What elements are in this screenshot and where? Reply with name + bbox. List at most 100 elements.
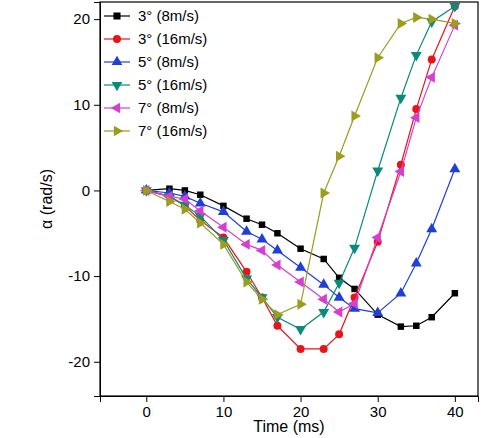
series-marker (351, 110, 360, 121)
series-line (146, 169, 455, 313)
series-marker (321, 188, 330, 199)
series-marker (320, 256, 326, 262)
legend-label: 7° (16m/s) (138, 122, 207, 139)
series-marker (241, 225, 252, 234)
series-marker (294, 277, 303, 288)
series-marker (318, 278, 329, 287)
series-marker (218, 206, 229, 215)
x-tick-mark (455, 396, 456, 402)
legend-entry: 5° (8m/s) (104, 53, 199, 70)
series-line (146, 189, 455, 327)
x-axis-line (101, 397, 479, 403)
legend-entry: 3° (16m/s) (104, 30, 207, 47)
legend-marker (112, 56, 123, 65)
y-tick-mark (94, 190, 100, 191)
series-marker (194, 206, 203, 217)
series-marker (413, 323, 419, 329)
x-tick: 40 (447, 396, 464, 420)
x-tick-label: 30 (370, 403, 387, 420)
legend-marker (114, 126, 123, 137)
series-marker (182, 204, 191, 215)
series-marker (243, 277, 252, 288)
plot-frame (100, 2, 478, 396)
series-marker (274, 309, 283, 320)
y-tick: 10 (73, 96, 100, 113)
y-tick: -10 (68, 267, 100, 284)
series-marker (295, 261, 306, 270)
x-tick-mark (146, 396, 147, 402)
series-marker (333, 307, 342, 318)
series-marker (413, 12, 422, 23)
series-marker (256, 245, 265, 256)
chart: 010203040-20-10010203° (8m/s)3° (16m/s)5… (0, 0, 500, 438)
series-marker (398, 323, 404, 329)
series-marker (220, 239, 229, 250)
series-marker (217, 222, 226, 233)
series-marker (398, 18, 407, 29)
legend-label: 7° (8m/s) (138, 99, 199, 116)
x-tick-label: 0 (143, 403, 151, 420)
x-tick: 20 (293, 396, 310, 420)
legend: 3° (8m/s) 3° (16m/s) 5° (8m/s) 5° (16m/s) 7°… (104, 7, 207, 139)
series-marker (318, 309, 329, 318)
series-marker (195, 197, 206, 206)
series-marker (452, 290, 458, 296)
series-marker (395, 166, 404, 177)
series-marker (395, 95, 406, 104)
legend-entry: 7° (16m/s) (104, 122, 207, 139)
series-marker (240, 239, 249, 250)
x-tick-mark (378, 396, 379, 402)
legend-marker (113, 35, 121, 43)
plot-area: 010203040-20-10010203° (8m/s)3° (16m/s)5… (68, 2, 478, 420)
series-marker (449, 163, 460, 172)
y-tick-mark (94, 362, 100, 363)
series-marker (425, 72, 434, 83)
series-marker (452, 18, 461, 29)
y-tick-label: -10 (68, 267, 90, 284)
y-tick-label: 20 (73, 10, 90, 27)
series-marker (426, 223, 437, 232)
y-tick-mark (94, 105, 100, 106)
y-axis-title: α (rad/s) (38, 169, 55, 229)
x-tick-mark (301, 396, 302, 402)
series-marker (166, 196, 175, 207)
legend-marker (111, 103, 120, 114)
series-marker (274, 230, 280, 236)
series-marker (197, 218, 206, 229)
series-marker (143, 185, 152, 196)
x-tick: 30 (370, 396, 387, 420)
series-marker (411, 52, 422, 61)
x-tick: 10 (216, 396, 233, 420)
series-marker (336, 151, 345, 162)
series-marker (375, 52, 384, 63)
series-marker (317, 294, 326, 305)
legend-marker (113, 12, 120, 19)
series-marker (335, 330, 343, 338)
series-marker (259, 294, 268, 305)
series-marker (297, 299, 306, 310)
series-marker (449, 3, 460, 12)
series-marker (297, 345, 305, 353)
series-marker (257, 233, 268, 242)
x-axis: 0 10 20 30 40 (101, 396, 479, 420)
x-tick-mark (223, 396, 224, 402)
y-axis-line (94, 3, 101, 397)
series-marker (179, 194, 188, 205)
y-tick-label: 10 (73, 96, 90, 113)
series-marker (429, 14, 438, 25)
legend-entry: 5° (16m/s) (104, 76, 207, 93)
legend-label: 3° (8m/s) (138, 7, 199, 24)
legend-label: 5° (8m/s) (138, 53, 199, 70)
series-marker (395, 287, 406, 296)
x-tick: 0 (143, 396, 151, 420)
legend-entry: 3° (8m/s) (104, 7, 199, 24)
x-tick-label: 40 (447, 403, 464, 420)
series-marker (428, 314, 434, 320)
series-marker (271, 259, 280, 270)
series-marker (428, 55, 436, 63)
legend-label: 3° (16m/s) (138, 30, 207, 47)
series-marker (334, 280, 345, 289)
x-tick-label: 10 (216, 403, 233, 420)
legend-entry: 7° (8m/s) (104, 99, 199, 116)
series-marker (297, 245, 303, 251)
